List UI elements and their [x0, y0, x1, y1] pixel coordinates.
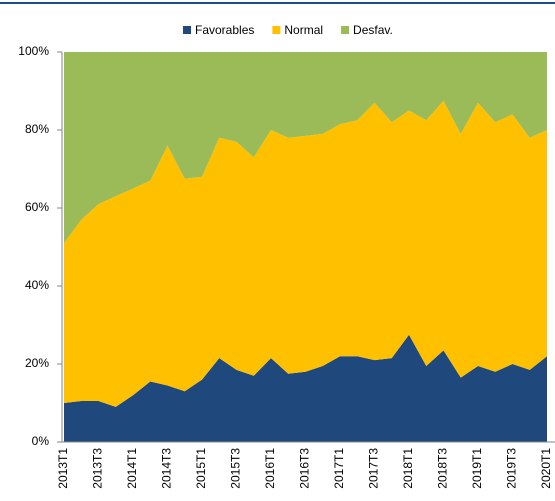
x-tick-label: 2018T3	[436, 448, 450, 489]
legend-swatch	[183, 26, 191, 34]
x-tick-label: 2014T1	[125, 448, 139, 489]
x-tick-label: 2016T3	[298, 448, 312, 489]
y-tick-label: 100%	[18, 44, 49, 58]
y-tick-label: 20%	[25, 356, 49, 370]
x-tick-label: 2015T3	[229, 448, 243, 489]
legend-label: Normal	[284, 23, 323, 37]
y-tick-label: 40%	[25, 278, 49, 292]
x-tick-label: 2013T3	[91, 448, 105, 489]
legend-swatch	[272, 26, 281, 34]
x-tick-label: 2015T1	[194, 448, 208, 489]
area	[64, 100, 547, 407]
area	[64, 334, 547, 442]
legend-swatch	[341, 26, 350, 34]
x-tick-label: 2017T1	[332, 448, 346, 489]
legend-label: Favorables	[195, 23, 254, 37]
x-tick-label: 2019T3	[505, 448, 519, 489]
y-tick-label: 0%	[32, 434, 50, 448]
x-tick-label: 2020T1	[539, 448, 553, 489]
y-tick-label: 80%	[25, 122, 49, 136]
x-tick-label: 2014T3	[160, 448, 174, 489]
x-tick-label: 2016T1	[263, 448, 277, 489]
x-tick-label: 2019T1	[470, 448, 484, 489]
x-tick-label: 2017T3	[367, 448, 381, 489]
legend-label: Desfav.	[353, 23, 393, 37]
area	[64, 52, 547, 244]
x-tick-label: 2013T1	[56, 448, 70, 489]
x-tick-label: 2018T1	[401, 448, 415, 489]
y-tick-label: 60%	[25, 200, 49, 214]
